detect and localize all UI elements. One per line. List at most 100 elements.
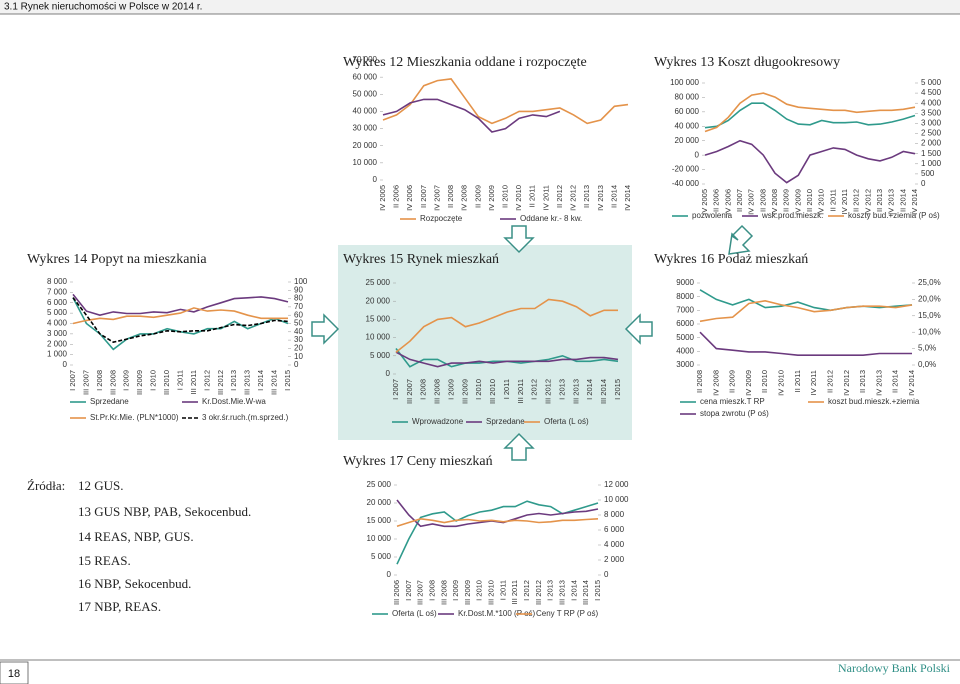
- x-tick-label: III 2012: [534, 580, 543, 605]
- chart-title: Wykres 17 Ceny mieszkań: [343, 454, 493, 469]
- y-tick-label: 50 000: [353, 89, 378, 98]
- x-tick-label: IV 2009: [793, 189, 802, 215]
- page-number: 18: [8, 668, 20, 680]
- legend-label: Rozpoczęte: [420, 214, 463, 223]
- y2-tick-label: 60: [294, 310, 303, 319]
- legend-label: Sprzedane: [486, 417, 525, 426]
- y-tick-label: 25 000: [366, 278, 391, 287]
- y-tick-label: 15 000: [367, 516, 392, 525]
- y-tick-label: 5 000: [370, 351, 391, 360]
- x-tick-label: I 2014: [585, 379, 594, 400]
- y2-tick-label: 10,0%: [918, 327, 941, 336]
- x-tick-label: III 2007: [416, 580, 425, 605]
- x-tick-label: III 2013: [243, 370, 252, 395]
- y2-tick-label: 4 000: [604, 540, 625, 549]
- legend-label: stopa zwrotu (P oś): [700, 409, 769, 418]
- y2-tick-label: 30: [294, 335, 303, 344]
- series-line: [699, 331, 912, 357]
- y-tick-label: 3000: [676, 360, 694, 369]
- y2-tick-label: 15,0%: [918, 311, 941, 320]
- y2-tick-label: 3 500: [921, 108, 942, 117]
- x-tick-label: I 2010: [475, 580, 484, 601]
- y2-tick-label: 20,0%: [918, 295, 941, 304]
- x-tick-label: II 2008: [758, 189, 767, 212]
- y-tick-label: 0: [373, 175, 378, 184]
- series-line: [699, 289, 913, 312]
- x-tick-label: II 2012: [825, 370, 834, 393]
- chart-title: Wykres 14 Popyt na mieszkania: [27, 252, 207, 267]
- y2-tick-label: 12 000: [604, 480, 629, 489]
- x-tick-label: III 2009: [135, 370, 144, 395]
- series-line: [395, 351, 619, 368]
- legend-label: Ceny T RP (P oś): [536, 609, 598, 618]
- series-line: [699, 299, 913, 323]
- series-line: [704, 92, 916, 133]
- legend-label: pozwolenia: [692, 211, 733, 220]
- x-tick-label: II 2011: [528, 185, 537, 207]
- x-tick-label: I 2009: [122, 370, 131, 391]
- x-tick-label: II 2008: [695, 370, 704, 393]
- x-tick-label: II 2013: [875, 189, 884, 212]
- x-tick-label: IV 2010: [817, 189, 826, 215]
- x-tick-label: III 2009: [463, 580, 472, 605]
- y2-tick-label: 5,0%: [918, 344, 936, 353]
- source-item: 14 REAS, NBP, GUS.: [78, 529, 194, 544]
- y-tick-label: 40 000: [353, 107, 378, 116]
- x-tick-label: IV 2010: [777, 370, 786, 396]
- legend-label: koszt bud.mieszk.+ziemia: [828, 397, 920, 406]
- x-tick-label: III 2011: [189, 370, 198, 394]
- y-tick-label: 20 000: [353, 141, 378, 150]
- x-tick-label: II 2014: [609, 185, 618, 208]
- y-tick-label: 8000: [676, 292, 694, 301]
- series-line: [72, 293, 289, 317]
- arrows: [311, 224, 754, 461]
- x-tick-label: I 2012: [202, 370, 211, 391]
- y2-tick-label: 1 500: [921, 149, 942, 158]
- x-tick-label: IV 2007: [432, 185, 441, 211]
- x-tick-label: IV 2009: [487, 185, 496, 211]
- x-tick-label: I 2013: [229, 370, 238, 391]
- y2-tick-label: 0: [294, 360, 299, 369]
- y2-tick-label: 20: [294, 344, 303, 353]
- x-tick-label: III 2012: [216, 370, 225, 395]
- panel-bg: [338, 245, 632, 440]
- y2-tick-label: 500: [921, 169, 935, 178]
- arrow: [728, 224, 754, 255]
- y-tick-label: 30 000: [353, 124, 378, 133]
- chart-title: Wykres 13 Koszt długookresowy: [654, 55, 840, 70]
- x-tick-label: IV 2008: [460, 185, 469, 211]
- series-line: [72, 307, 288, 325]
- x-tick-label: II 2011: [828, 189, 837, 211]
- y-tick-label: 40 000: [675, 121, 700, 130]
- y-tick-label: 7000: [676, 305, 694, 314]
- arrow: [311, 313, 340, 345]
- y-tick-label: 0: [387, 570, 392, 579]
- y-tick-label: 3 000: [47, 329, 68, 338]
- y-tick-label: 70 000: [353, 55, 378, 64]
- x-tick-label: II 2008: [446, 185, 455, 208]
- x-tick-label: I 2008: [427, 580, 436, 601]
- y-tick-label: 0: [63, 360, 68, 369]
- x-tick-label: I 2014: [569, 580, 578, 601]
- y2-tick-label: 25,0%: [918, 278, 941, 287]
- x-tick-label: II 2006: [712, 189, 721, 212]
- x-tick-label: I 2014: [256, 370, 265, 391]
- y2-tick-label: 5 000: [921, 78, 942, 87]
- x-tick-label: II 2009: [728, 370, 737, 393]
- x-tick-label: I 2015: [593, 580, 602, 601]
- x-tick-label: IV 2013: [874, 370, 883, 396]
- x-tick-label: IV 2012: [569, 185, 578, 211]
- x-tick-label: III 2012: [544, 379, 553, 404]
- x-tick-label: I 2007: [404, 580, 413, 601]
- x-tick-label: III 2008: [433, 379, 442, 404]
- y-tick-label: 9000: [676, 278, 694, 287]
- y2-tick-label: 90: [294, 285, 303, 294]
- legend-label: Oddane kr.- 8 kw.: [520, 214, 582, 223]
- y2-tick-label: 4 500: [921, 88, 942, 97]
- x-tick-label: IV 2013: [596, 185, 605, 211]
- x-tick-label: IV 2011: [809, 370, 818, 395]
- x-tick-label: IV 2007: [747, 189, 756, 215]
- x-tick-label: I 2009: [451, 580, 460, 601]
- series-line: [395, 298, 618, 353]
